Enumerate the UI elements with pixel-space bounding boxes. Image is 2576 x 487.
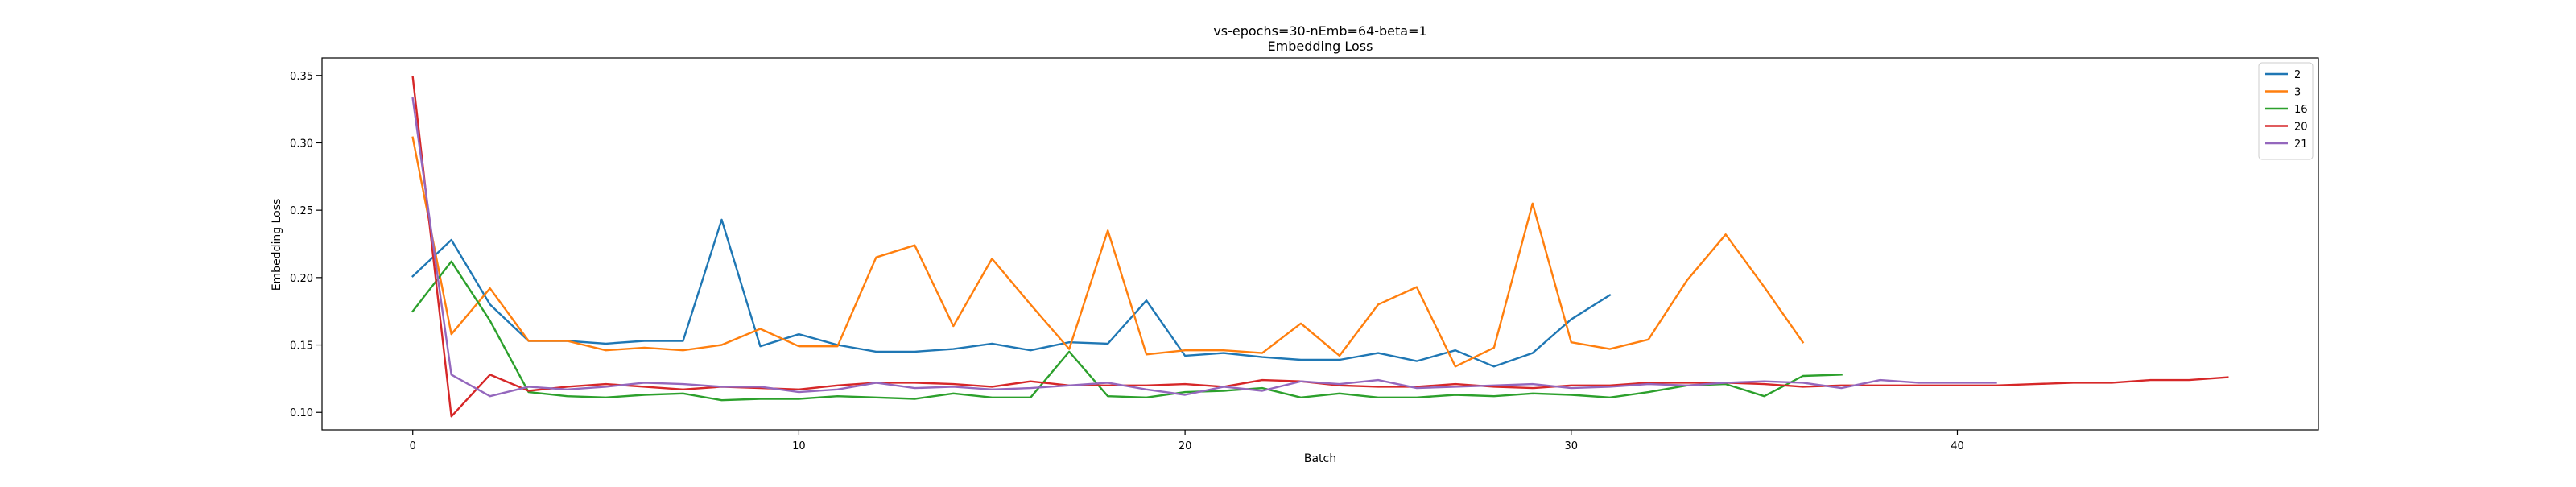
series-line-2: [411, 218, 1612, 368]
y-tick-label: 0.25: [290, 205, 313, 217]
y-tick-label: 0.35: [290, 71, 313, 83]
x-tick-label: 10: [792, 440, 806, 452]
y-tick-label: 0.15: [290, 340, 313, 353]
x-tick-label: 20: [1179, 440, 1192, 452]
series-line-3: [411, 136, 1805, 368]
y-tick-label: 0.30: [290, 138, 313, 150]
legend-label-16: 16: [2294, 104, 2308, 116]
x-tick-label: 30: [1565, 440, 1579, 452]
y-axis-label: Embedding Loss: [270, 199, 283, 291]
x-tick-label: 40: [1951, 440, 1964, 452]
legend-label-21: 21: [2294, 138, 2308, 151]
x-tick-label: 0: [410, 440, 416, 452]
chart-title: vs-epochs=30-nEmb=64-beta=1: [1213, 23, 1426, 39]
axes-frame: [321, 57, 2319, 431]
x-axis-label: Batch: [1304, 452, 1336, 465]
legend-box: [2258, 62, 2314, 160]
series-line-21: [411, 97, 1997, 398]
legend-label-3: 3: [2294, 87, 2301, 99]
y-tick-label: 0.20: [290, 273, 313, 285]
legend-label-20: 20: [2294, 122, 2308, 134]
chart-subtitle: Embedding Loss: [1268, 39, 1373, 54]
series-line-20: [411, 76, 2229, 418]
plot-area: 0 10 20 30 40 0.10 0.15 0.20 0.25 0.30 0.35: [290, 57, 2319, 452]
legend-label-2: 2: [2294, 69, 2301, 81]
legend: 2 3 16 20 21: [2258, 62, 2314, 160]
y-tick-label: 0.10: [290, 407, 313, 419]
series-line-16: [411, 260, 1843, 402]
